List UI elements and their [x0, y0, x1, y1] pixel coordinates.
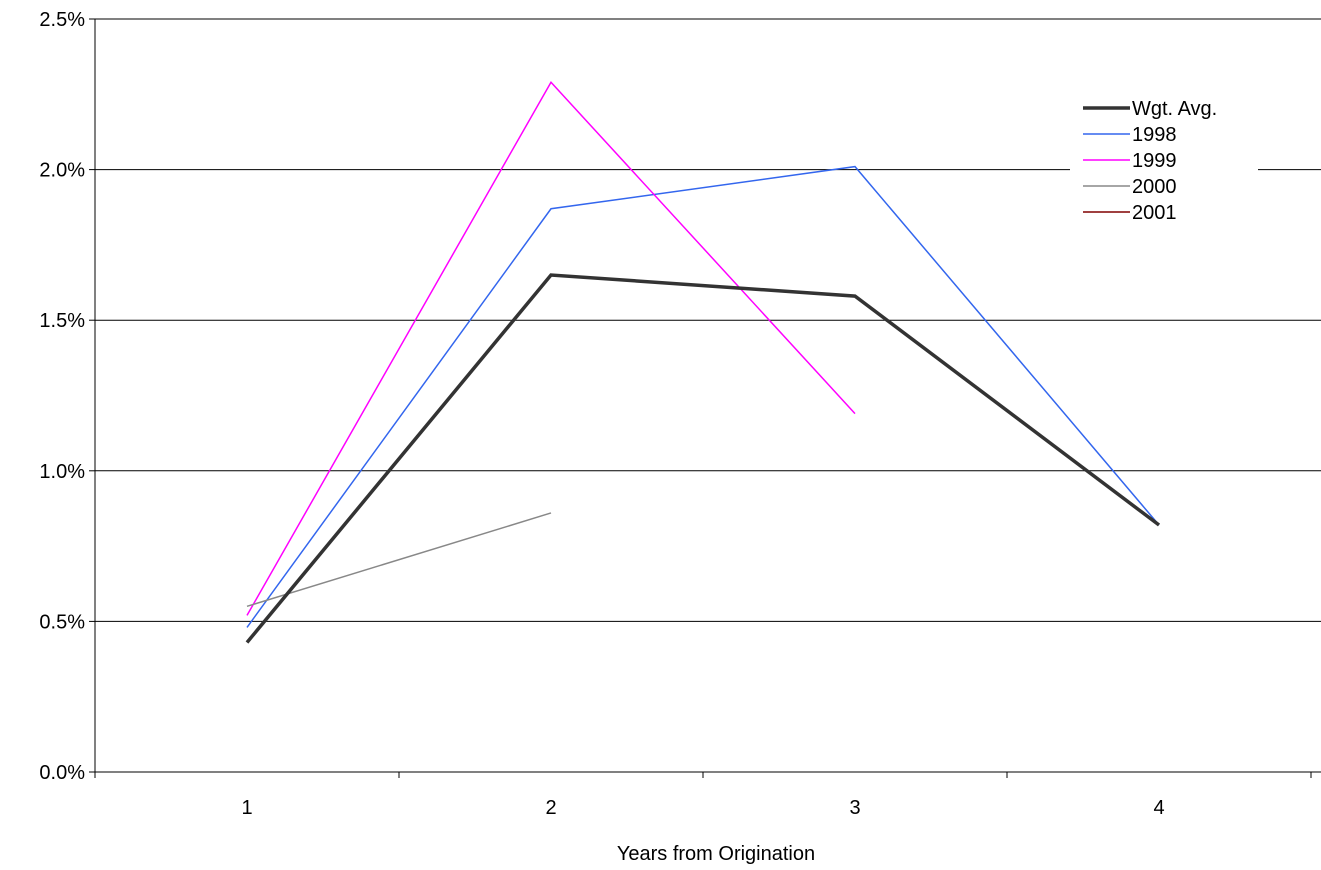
x-tick-label: 3 [849, 797, 860, 819]
series-line-1999 [246, 80, 856, 616]
x-ticks: 1 2 3 4 [94, 772, 1312, 819]
x-tick-label: 4 [1153, 797, 1164, 819]
y-tick-label: 0.0% [39, 762, 85, 784]
y-ticks: 0.0% 0.5% 1.0% 1.5% 2.0% 2.5% [39, 9, 95, 784]
series-line-wgt-avg [245, 273, 1161, 644]
y-tick-label: 1.0% [39, 461, 85, 483]
legend-label: 2001 [1132, 202, 1177, 224]
legend-label: 2000 [1132, 176, 1177, 198]
y-tick-label: 0.5% [39, 611, 85, 633]
legend-label: 1999 [1132, 150, 1177, 172]
y-tick-label: 1.5% [39, 310, 85, 332]
x-tick-label: 2 [545, 797, 556, 819]
legend-box [1070, 88, 1258, 243]
x-axis-title: Years from Origination [617, 843, 815, 865]
legend: Wgt. Avg. 1998 1999 2000 2001 [1070, 88, 1258, 243]
series-line-1998 [246, 165, 1160, 628]
series-lines [245, 80, 1161, 644]
y-tick-label: 2.5% [39, 9, 85, 31]
axes [94, 19, 1321, 773]
y-tick-label: 2.0% [39, 160, 85, 182]
legend-label: 1998 [1132, 124, 1177, 146]
x-tick-label: 1 [241, 797, 252, 819]
series-line-2000 [246, 512, 552, 608]
legend-label: Wgt. Avg. [1132, 98, 1217, 120]
